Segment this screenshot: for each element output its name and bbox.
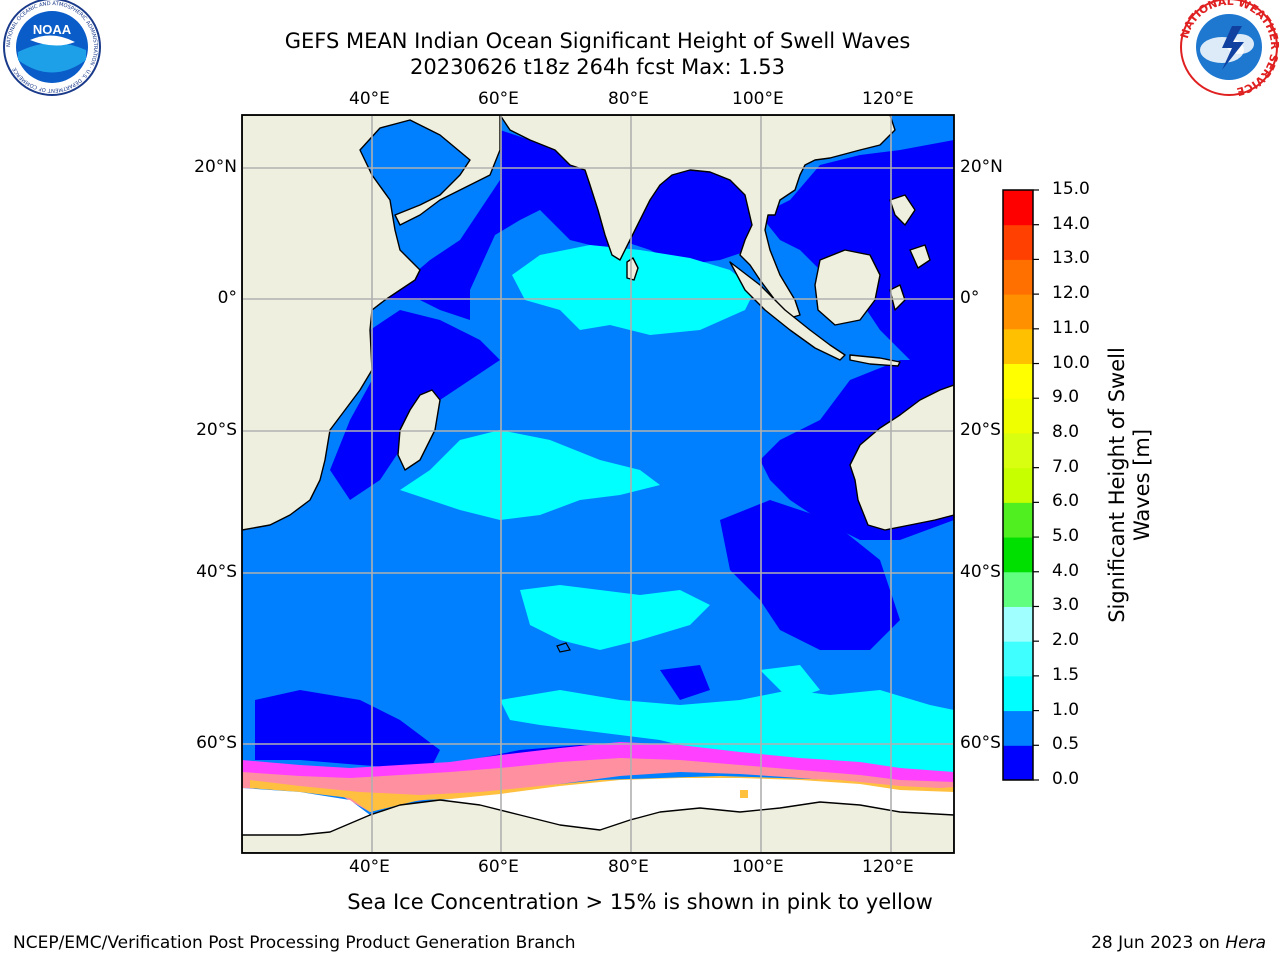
colorbar-segment	[1003, 537, 1033, 573]
colorbar-tick-label: 5.0	[1052, 526, 1080, 547]
colorbar-segment	[1003, 259, 1033, 295]
colorbar-segment	[1003, 363, 1033, 399]
lon-label-bottom-120e: 120°E	[862, 857, 914, 877]
map-frame	[241, 114, 955, 854]
lon-label-top-100e: 100°E	[732, 89, 784, 109]
colorbar-tick-label: 8.0	[1052, 421, 1080, 442]
footer-date: 28 Jun 2023 on Hera	[1091, 933, 1266, 953]
colorbar-segment	[1003, 224, 1033, 260]
colorbar-segment	[1003, 294, 1033, 330]
lat-label-left-20n: 20°N	[194, 157, 237, 177]
colorbar-segment	[1003, 675, 1033, 712]
noaa-logo: NOAA NATIONAL OCEANIC AND ATMOSPHERIC AD…	[3, 0, 101, 96]
colorbar-tick-label: 7.0	[1052, 456, 1080, 477]
colorbar-tick-label: 11.0	[1052, 317, 1090, 338]
colorbar-tick-label: 15.0	[1052, 179, 1090, 199]
colorbar-segment	[1003, 432, 1033, 469]
colorbar-segment	[1003, 502, 1033, 538]
colorbar-tick-label: 12.0	[1052, 283, 1090, 304]
footer-host: Hera	[1225, 933, 1266, 953]
colorbar-segment	[1003, 710, 1033, 746]
colorbar-segment	[1003, 641, 1033, 677]
colorbar-segment	[1003, 745, 1033, 781]
graticule	[242, 115, 954, 853]
lon-label-bottom-100e: 100°E	[732, 857, 784, 877]
colorbar-tick-label: 14.0	[1052, 213, 1090, 234]
lon-label-top-40e: 40°E	[349, 89, 390, 109]
lat-label-right-0: 0°	[960, 288, 980, 308]
lat-label-left-60s: 60°S	[196, 733, 237, 753]
lon-label-top-80e: 80°E	[608, 89, 649, 109]
lat-label-left-0: 0°	[217, 288, 237, 308]
map-subtitle: 20230626 t18z 264h fcst Max: 1.53	[410, 55, 785, 79]
footer-branch: NCEP/EMC/Verification Post Processing Pr…	[13, 933, 576, 953]
map-title: GEFS MEAN Indian Ocean Significant Heigh…	[284, 29, 911, 53]
lat-label-right-20n: 20°N	[960, 157, 1003, 177]
lon-label-top-60e: 60°E	[478, 89, 519, 109]
colorbar-segment	[1003, 571, 1033, 607]
colorbar-title: Significant Height of Swell Waves [m]	[1105, 347, 1154, 623]
colorbar-tick-label: 1.5	[1052, 664, 1080, 685]
colorbar-tick-label: 9.0	[1052, 387, 1080, 408]
national-weather-service-logo: NATIONAL WEATHER SERVICE	[1178, 0, 1280, 98]
lat-label-left-20s: 20°S	[196, 420, 237, 440]
colorbar-segment	[1003, 398, 1033, 434]
colorbar-segment	[1003, 190, 1033, 226]
colorbar-tick-label: 3.0	[1052, 595, 1080, 616]
lat-label-left-40s: 40°S	[196, 562, 237, 582]
map-panel	[242, 115, 954, 853]
colorbar-segment	[1003, 606, 1033, 642]
lon-label-top-120e: 120°E	[862, 89, 914, 109]
lat-label-right-20s: 20°S	[960, 420, 1001, 440]
colorbar-tick-label: 0.0	[1052, 769, 1080, 789]
colorbar-segment	[1003, 328, 1033, 365]
colorbar-tick-label: 1.0	[1052, 699, 1080, 720]
colorbar-frame	[1002, 189, 1034, 781]
colorbar	[1003, 189, 1039, 781]
colorbar-tick-label: 0.5	[1052, 734, 1080, 755]
colorbar-tick-label: 2.0	[1052, 630, 1080, 651]
sea-ice-note: Sea Ice Concentration > 15% is shown in …	[347, 890, 933, 914]
colorbar-tick-label: 13.0	[1052, 248, 1090, 269]
lon-label-bottom-60e: 60°E	[478, 857, 519, 877]
colorbar-segment	[1003, 467, 1033, 503]
swell-field-1.0-1.5	[400, 245, 954, 775]
lat-label-right-40s: 40°S	[960, 562, 1001, 582]
colorbar-tick-label: 10.0	[1052, 352, 1090, 373]
lon-label-bottom-40e: 40°E	[349, 857, 390, 877]
colorbar-tick-label: 4.0	[1052, 560, 1080, 581]
noaa-abbrev: NOAA	[33, 22, 72, 37]
lat-label-right-60s: 60°S	[960, 733, 1001, 753]
lon-label-bottom-80e: 80°E	[608, 857, 649, 877]
colorbar-tick-label: 6.0	[1052, 491, 1080, 512]
